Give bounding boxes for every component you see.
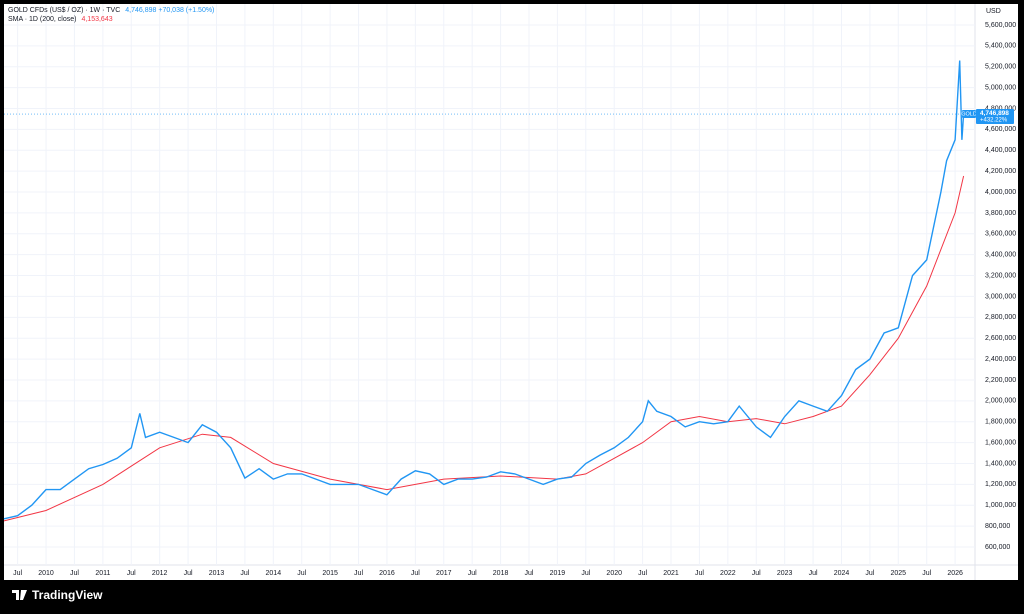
x-tick-label: 2023 <box>777 570 793 577</box>
price-tag <box>976 109 1014 125</box>
y-tick-label: 1,600,000 <box>985 439 1016 446</box>
y-tick-label: 2,000,000 <box>985 398 1016 405</box>
x-tick-label: 2012 <box>152 570 168 577</box>
x-tick-label: Jul <box>70 570 79 577</box>
x-tick-label: 2017 <box>436 570 452 577</box>
legend-value: 4,153,643 <box>81 16 112 23</box>
x-tick-label: 2011 <box>95 570 110 577</box>
x-tick-label: Jul <box>468 570 477 577</box>
legend-value: 4,746,898 +70,038 (+1.50%) <box>125 7 214 14</box>
x-tick-label: Jul <box>865 570 874 577</box>
price-tag-change: +432.22% <box>980 118 1008 124</box>
x-tick-label: 2013 <box>209 570 225 577</box>
y-tick-label: 4,200,000 <box>985 168 1016 175</box>
y-tick-label: 5,600,000 <box>985 22 1016 29</box>
symbol-tag <box>962 110 976 119</box>
x-tick-label: Jul <box>297 570 306 577</box>
y-tick-label: 2,400,000 <box>985 356 1016 363</box>
x-tick-label: Jul <box>13 570 22 577</box>
y-tick-label: 5,400,000 <box>985 43 1016 50</box>
price-tag-value: 4,746,898 <box>980 110 1009 117</box>
symbol-tag-text: GOLD <box>961 112 977 118</box>
brand: TradingView <box>32 588 103 602</box>
x-tick-label: Jul <box>581 570 590 577</box>
x-tick-label: Jul <box>922 570 931 577</box>
y-tick-label: 4,400,000 <box>985 147 1016 154</box>
y-tick-label: 2,200,000 <box>985 377 1016 384</box>
price-line <box>3 60 965 520</box>
x-tick-label: Jul <box>638 570 647 577</box>
x-tick-label: 2026 <box>947 570 963 577</box>
y-tick-label: 1,000,000 <box>985 502 1016 509</box>
y-tick-label: 3,400,000 <box>985 252 1016 259</box>
y-tick-label: 4,600,000 <box>985 126 1016 133</box>
axis-unit: USD <box>986 8 1001 15</box>
x-tick-label: 2025 <box>891 570 907 577</box>
x-tick-label: Jul <box>525 570 534 577</box>
y-tick-label: 2,600,000 <box>985 335 1016 342</box>
chart-area <box>4 4 1018 580</box>
x-tick-label: Jul <box>354 570 363 577</box>
x-tick-label: Jul <box>184 570 193 577</box>
y-tick-label: 3,000,000 <box>985 293 1016 300</box>
y-tick-label: 4,800,000 <box>985 105 1016 112</box>
x-tick-label: Jul <box>809 570 818 577</box>
y-tick-label: 2,800,000 <box>985 314 1016 321</box>
x-tick-label: 2016 <box>379 570 395 577</box>
y-tick-label: 3,600,000 <box>985 231 1016 238</box>
x-tick-label: 2018 <box>493 570 509 577</box>
x-tick-label: 2021 <box>663 570 679 577</box>
price-line <box>3 175 965 522</box>
y-tick-label: 1,400,000 <box>985 460 1016 467</box>
logo: TradingView <box>12 588 103 602</box>
x-tick-label: 2015 <box>322 570 338 577</box>
y-tick-label: 1,800,000 <box>985 419 1016 426</box>
y-tick-label: 600,000 <box>985 544 1010 551</box>
x-tick-label: 2014 <box>266 570 282 577</box>
x-tick-label: 2020 <box>606 570 622 577</box>
x-tick-label: Jul <box>127 570 136 577</box>
y-tick-label: 5,200,000 <box>985 64 1016 71</box>
x-tick-label: 2022 <box>720 570 736 577</box>
logo-mark <box>12 590 27 600</box>
legend-name: SMA · 1D (200, close) <box>8 16 76 23</box>
y-tick-label: 4,000,000 <box>985 189 1016 196</box>
x-tick-label: 2010 <box>38 570 54 577</box>
x-tick-label: Jul <box>240 570 249 577</box>
y-tick-label: 3,200,000 <box>985 272 1016 279</box>
x-tick-label: Jul <box>752 570 761 577</box>
y-tick-label: 800,000 <box>985 523 1010 530</box>
y-tick-label: 3,800,000 <box>985 210 1016 217</box>
x-tick-label: Jul <box>411 570 420 577</box>
legend-name: GOLD CFDs (US$ / OZ) · 1W · TVC <box>8 7 120 14</box>
y-tick-label: 5,000,000 <box>985 84 1016 91</box>
x-tick-label: 2019 <box>550 570 566 577</box>
x-tick-label: 2024 <box>834 570 850 577</box>
x-tick-label: Jul <box>695 570 704 577</box>
y-tick-label: 1,200,000 <box>985 481 1016 488</box>
